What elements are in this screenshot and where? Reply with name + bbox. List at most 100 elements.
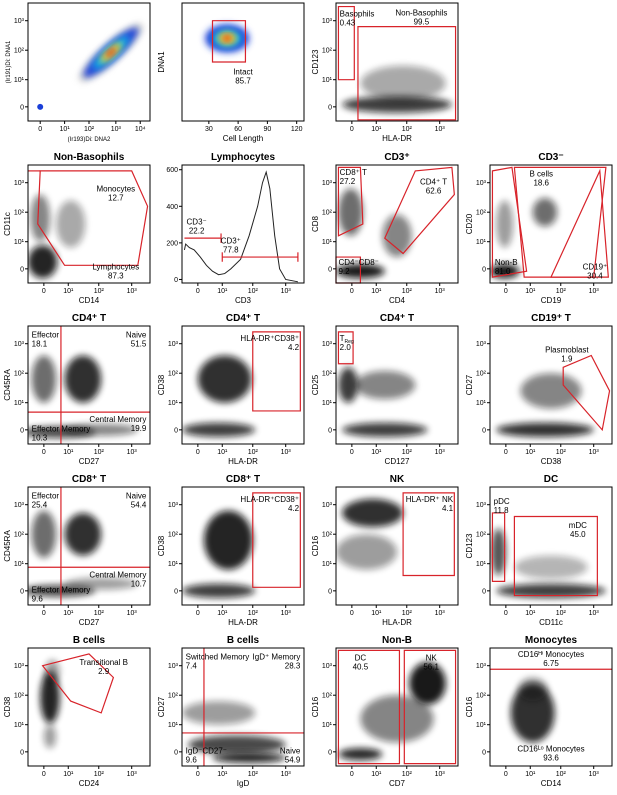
density-blob (31, 510, 57, 558)
x-tick-label: 10¹ (525, 288, 536, 295)
density-blob (496, 422, 594, 437)
gate-value: 28.3 (285, 661, 301, 670)
x-tick-label: 10¹ (371, 288, 382, 295)
x-tick-label: 0 (196, 771, 200, 778)
y-tick-label: 10¹ (14, 77, 25, 84)
density-blob (64, 577, 138, 590)
y-tick-label: 0 (328, 427, 332, 434)
x-axis-label: HLA-DR (228, 618, 258, 627)
gate-name: Intact (233, 67, 253, 76)
gate-name: CD4⁻CD8⁻ (338, 258, 378, 267)
x-axis-label: CD7 (389, 779, 406, 788)
gate-value: 40.5 (353, 662, 369, 671)
x-tick-label: 10³ (127, 610, 138, 617)
plot-panel: HLA-DR CD123 0 10¹ 10² 10³ 0 10¹ 10² 10³ Basophils… (311, 2, 459, 143)
gate-value: 30.4 (587, 271, 603, 280)
x-tick-label: 0 (504, 449, 508, 456)
density-blob (382, 214, 412, 258)
y-tick-label: 10³ (14, 180, 25, 187)
x-tick-label: 10² (402, 126, 413, 133)
gate (513, 515, 598, 597)
gate (41, 653, 115, 714)
gate-name: Effector Memory (32, 425, 91, 434)
x-tick-label: 0 (504, 288, 508, 295)
gate-subscript: Reg (345, 339, 354, 345)
y-tick-label: 10¹ (168, 400, 179, 407)
x-tick-label: 0 (350, 771, 354, 778)
plot-frame (181, 2, 305, 122)
x-tick-label: 10³ (589, 771, 600, 778)
gate-name: IgD⁻CD27⁻ (186, 747, 227, 756)
x-tick-label: 10³ (435, 126, 446, 133)
y-tick-label: 10¹ (322, 77, 333, 84)
x-tick-label: 10² (248, 771, 259, 778)
density-blob (360, 65, 446, 101)
y-tick-label: 10¹ (476, 722, 487, 729)
gate-name: Plasmoblast (545, 346, 589, 355)
gate-name: CD3⁺ (221, 237, 241, 246)
gate-name: Lymphocytes (92, 262, 139, 271)
y-tick-label: 10³ (168, 663, 179, 670)
x-tick-label: 0 (350, 449, 354, 456)
x-axis-label: CD27 (79, 618, 100, 627)
x-tick-label: 10¹ (63, 610, 74, 617)
y-tick-label: 10³ (168, 341, 179, 348)
plot-panel: CD19⁺ T CD38 CD27 0 10¹ 10² 10³ 0 10¹ 10² 10³ Plasm… (465, 313, 613, 466)
plot-panel: Lymphocytes CD3 0 10¹ 10² 10³ 0 200 400 600 CD3⁻22… (166, 152, 305, 305)
density-blob (491, 528, 506, 576)
y-tick-label: 10¹ (14, 239, 25, 246)
gate-name: CD8⁺ T (340, 168, 367, 177)
gate-name: NK (426, 653, 438, 662)
y-tick-label: 10² (14, 532, 25, 539)
y-tick-label: 0 (482, 749, 486, 756)
gate-value: 10.3 (32, 434, 48, 443)
density-blob (338, 188, 363, 236)
x-tick-label: 10¹ (217, 771, 228, 778)
gate-value: 81.0 (495, 267, 511, 276)
y-tick-label: 10² (168, 532, 179, 539)
panel-title: DC (544, 474, 558, 485)
y-tick-label: 10³ (14, 341, 25, 348)
density-level (105, 47, 117, 58)
gate-name: CD16ᴸᵒ Monocytes (517, 744, 584, 753)
density-blob (64, 355, 102, 403)
y-tick-label: 10¹ (322, 561, 333, 568)
gate-name: CD16ᴴⁱ Monocytes (518, 650, 584, 659)
y-tick-label: 10² (322, 371, 333, 378)
density-blob (496, 583, 606, 598)
x-axis-label: HLA-DR (382, 134, 412, 143)
gate-name: HLA-DR⁺CD38⁺ (240, 495, 299, 504)
gate-name: Non-Basophils (395, 8, 447, 17)
x-tick-label: 10³ (589, 288, 600, 295)
x-tick-label: 10³ (127, 288, 138, 295)
x-tick-label: 10³ (281, 288, 292, 295)
y-axis-label: CD45RA (3, 369, 12, 401)
panel-title: CD4⁺ T (72, 313, 106, 324)
y-axis-label: CD16 (311, 535, 320, 556)
density-blob (336, 534, 397, 570)
gate-name: Effector (32, 491, 60, 500)
x-tick-label: 10² (556, 610, 567, 617)
y-tick-label: 0 (482, 266, 486, 273)
y-tick-label: 10² (14, 693, 25, 700)
y-tick-label: 0 (174, 427, 178, 434)
x-tick-label: 120 (291, 126, 303, 133)
gate-name: Naive (280, 747, 301, 756)
y-tick-label: 10² (476, 210, 487, 217)
gate-name: Effector Memory (32, 586, 91, 595)
gate-name: Transitional B (79, 658, 128, 667)
density-dot (37, 103, 44, 110)
gate-value: 1.9 (561, 355, 573, 364)
plot-frame (489, 164, 613, 284)
y-axis-label: CD123 (311, 49, 320, 74)
plot-frame (335, 486, 459, 606)
x-tick-label: 0 (350, 288, 354, 295)
density-blob (490, 264, 520, 279)
y-tick-label: 10³ (476, 341, 487, 348)
gate-value: 0.43 (340, 19, 356, 28)
density-blob (31, 355, 57, 403)
x-tick-label: 10³ (281, 610, 292, 617)
x-tick-label: 10² (84, 126, 95, 133)
